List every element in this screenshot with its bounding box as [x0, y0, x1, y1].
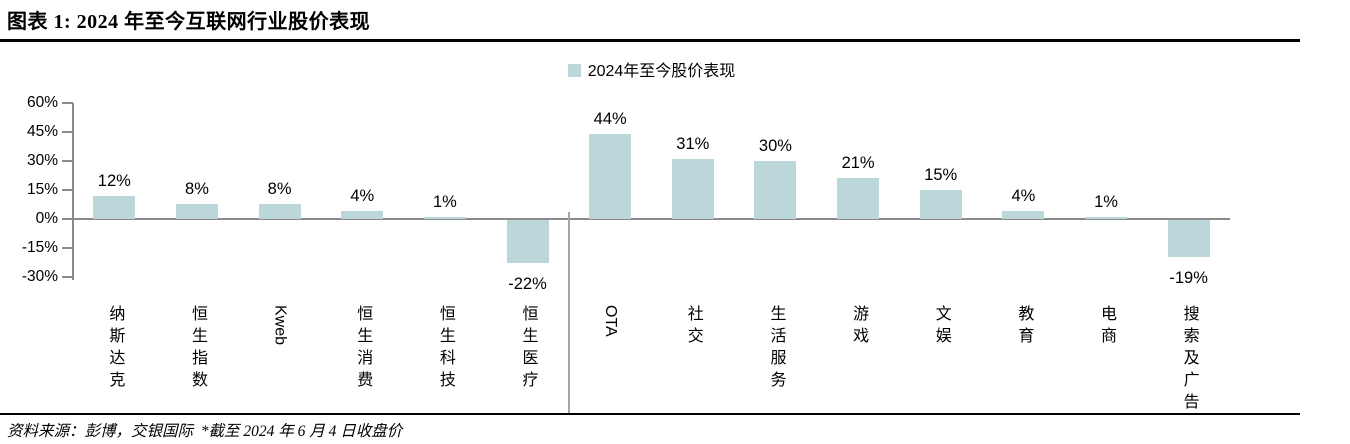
group-separator-line	[568, 212, 570, 413]
category-column: 8% 恒生指数	[156, 0, 239, 444]
plot-area: 12% 纳斯达克 8% 恒生指数 8% Kweb 4% 恒生消费 1% 恒生科技 -22% 恒生医疗 4…	[73, 0, 1230, 444]
bar-value-label: 4%	[350, 187, 375, 206]
bar	[671, 159, 714, 219]
y-axis-tick-label: 0%	[35, 210, 58, 227]
category-column: 4% 恒生消费	[321, 0, 404, 444]
y-axis-line	[72, 103, 74, 280]
y-axis-tick-label: 60%	[26, 94, 58, 112]
category-column: 30% 生活服务	[734, 0, 817, 444]
category-label: 游戏	[850, 305, 868, 349]
bar	[589, 133, 632, 219]
bar-value-label: -19%	[1169, 268, 1208, 287]
bar	[341, 211, 384, 219]
y-axis-tick-label: -30%	[21, 267, 58, 285]
category-column: 44% OTA	[569, 0, 652, 444]
category-label: 文娱	[932, 305, 950, 349]
category-label: 恒生消费	[354, 305, 372, 393]
category-label: 教育	[1015, 305, 1033, 349]
bar	[919, 190, 962, 219]
category-label: 生活服务	[767, 305, 785, 393]
category-column: 12% 纳斯达克	[73, 0, 156, 444]
category-column: 1% 恒生科技	[404, 0, 487, 444]
category-column: 8% Kweb	[238, 0, 321, 444]
bar-value-label: 8%	[267, 179, 292, 198]
category-column: -19% 搜索及广告	[1147, 0, 1230, 444]
y-axis-tick	[62, 246, 73, 249]
chart-legend: 2024年至今股价表现	[73, 57, 1230, 81]
bar	[93, 195, 136, 219]
y-axis-tick	[62, 102, 73, 105]
title-underline	[0, 39, 1300, 42]
category-label: OTA	[602, 305, 620, 337]
bar-value-label: 1%	[1094, 193, 1118, 212]
category-label: 恒生指数	[188, 305, 206, 393]
source-note: 资料来源：彭博，交银国际 *截至 2024 年 6 月 4 日收盘价	[7, 423, 403, 440]
category-label: 纳斯达克	[106, 305, 124, 393]
bar-value-label: 31%	[676, 135, 710, 154]
category-column: 4% 教育	[982, 0, 1065, 444]
bar-value-label: 8%	[185, 179, 209, 198]
y-axis-tick-label: 45%	[26, 123, 58, 140]
y-axis-tick	[62, 218, 73, 220]
y-axis-tick	[62, 160, 73, 162]
y-axis-tick	[62, 189, 73, 191]
bar	[258, 203, 301, 219]
bar-value-label: -22%	[508, 274, 547, 293]
category-column: -22% 恒生医疗	[486, 0, 569, 444]
category-label: 恒生医疗	[519, 305, 537, 393]
legend-label: 2024年至今股价表现	[587, 63, 736, 80]
category-label: 电商	[1098, 305, 1115, 349]
bar-value-label: 1%	[432, 193, 457, 212]
y-axis-tick-label: 15%	[26, 181, 58, 198]
bar-value-label: 12%	[97, 171, 131, 190]
category-label: 社交	[684, 305, 702, 349]
bar	[754, 161, 797, 219]
category-label: 搜索及广告	[1180, 305, 1198, 415]
bar	[837, 178, 880, 219]
category-label: Kweb	[271, 305, 289, 346]
category-column: 21% 游戏	[817, 0, 900, 444]
bar	[1002, 211, 1045, 219]
bar	[1085, 217, 1127, 219]
y-axis-tick	[62, 131, 73, 133]
x-axis-zero-line	[63, 218, 1230, 220]
figure-title: 图表 1: 2024 年至今互联网行业股价表现	[7, 11, 371, 33]
legend-swatch	[567, 64, 581, 77]
bar	[175, 203, 218, 219]
footer-rule	[0, 413, 1300, 415]
y-axis-tick-label: 30%	[26, 152, 58, 169]
category-column: 1% 电商	[1065, 0, 1148, 444]
bar-value-label: 15%	[924, 166, 958, 184]
y-axis-tick-label: -15%	[21, 238, 58, 256]
bar	[423, 217, 466, 219]
y-axis-tick	[62, 275, 73, 278]
bar-value-label: 4%	[1011, 187, 1036, 206]
category-column: 15% 文娱	[899, 0, 982, 444]
bar-value-label: 44%	[593, 109, 627, 128]
bar	[1167, 220, 1210, 257]
category-label: 恒生科技	[436, 305, 454, 393]
bar	[506, 220, 549, 263]
bar-value-label: 30%	[758, 137, 792, 155]
category-column: 31% 社交	[651, 0, 734, 444]
bar-value-label: 21%	[841, 154, 875, 173]
